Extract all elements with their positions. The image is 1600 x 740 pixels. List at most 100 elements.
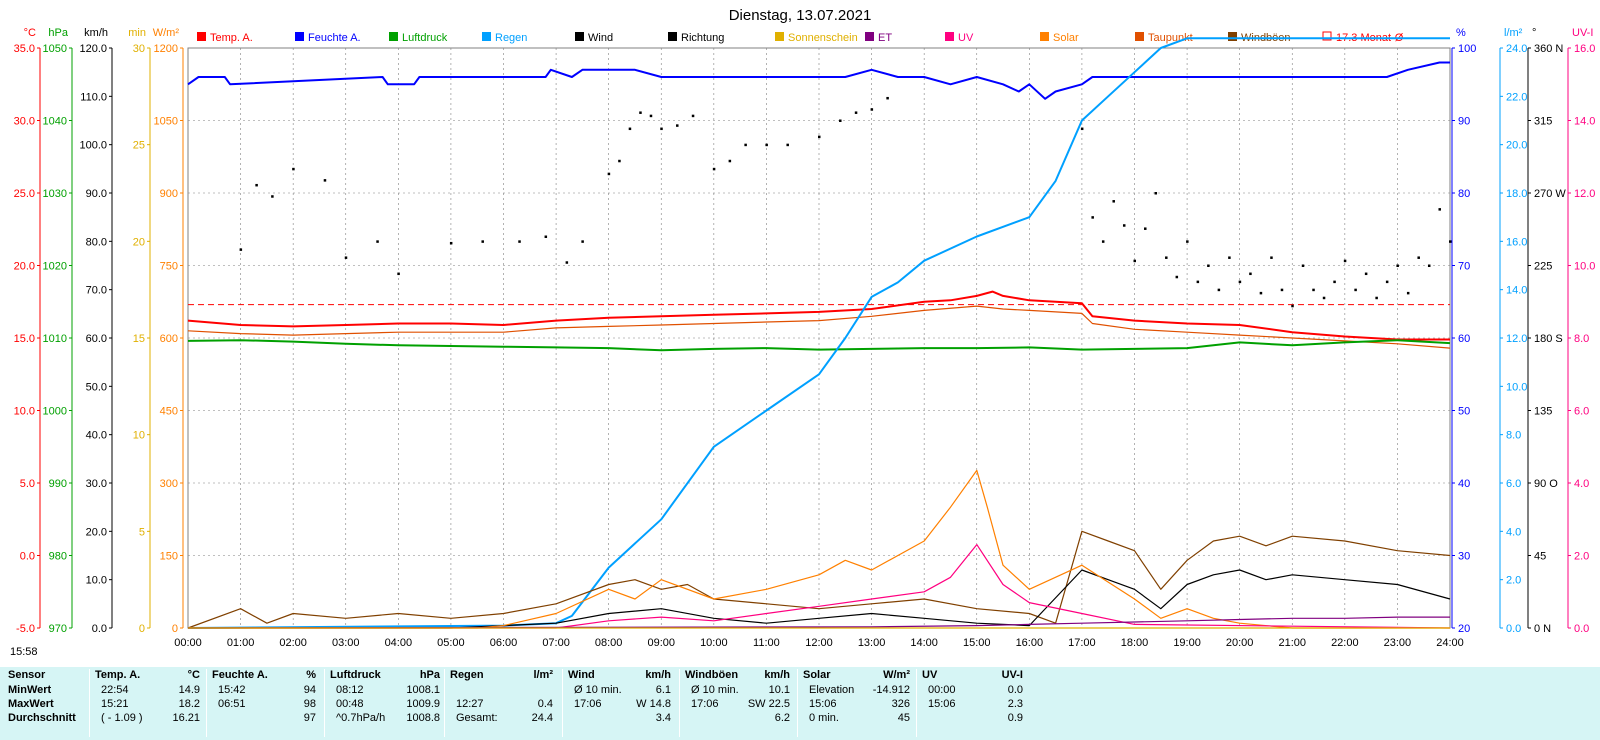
- x-tick-label: 12:00: [805, 637, 833, 649]
- axis-tick-label: 2.0: [1574, 551, 1589, 563]
- wind-direction-point: [1270, 256, 1273, 259]
- wind-direction-point: [1217, 288, 1221, 292]
- x-tick-label: 11:00: [753, 637, 780, 649]
- wind-direction-point: [1196, 280, 1200, 284]
- summary-temp-value: 14.9: [178, 684, 200, 696]
- summary-uv-time: 15:06: [928, 698, 956, 710]
- axis-tick-label: 40.0: [86, 430, 107, 442]
- axis-tick-label: 40: [1458, 478, 1470, 490]
- wind-direction-point: [1438, 208, 1441, 211]
- axis-tick-label: 1050: [154, 116, 178, 128]
- wind-direction-point: [1322, 296, 1326, 300]
- wind-direction-point: [1333, 280, 1336, 284]
- series-line-feuchte-a-: [187, 61, 1450, 100]
- x-tick-label: 09:00: [647, 637, 675, 649]
- wind-direction-point: [886, 96, 889, 100]
- wind-direction-point: [1165, 256, 1168, 259]
- summary-hum-value: 98: [303, 698, 316, 710]
- axis-tick-label: 135: [1534, 406, 1552, 418]
- axes-group: °C 35.0 30.0 25.0 20.0 15.0 10.0 5.0 0.0 -5.0 hPa 1…: [14, 27, 1596, 635]
- summary-hum-time: 06:51: [218, 698, 246, 710]
- wind-direction-point: [271, 195, 274, 198]
- summary-gust-value: 10.1: [768, 684, 790, 696]
- summary-unit-rain: l/m²: [533, 669, 553, 681]
- series-group: [187, 37, 1452, 629]
- legend-swatch: [482, 32, 491, 41]
- axis-tick-label: -5.0: [16, 623, 35, 635]
- series-line-solar: [188, 469, 1450, 629]
- timestamp: 15:58: [10, 646, 38, 658]
- wind-direction-point: [1207, 264, 1210, 267]
- axis-tick-label: 22.0: [1506, 91, 1527, 103]
- wind-direction-point: [728, 159, 732, 163]
- axis-unit-label: min: [128, 27, 146, 39]
- axis-tick-label: 70.0: [86, 285, 107, 297]
- axis-tick-label: 1030: [43, 188, 67, 200]
- axis-tick-label: 20.0: [86, 526, 107, 538]
- series-line-uv: [188, 543, 1451, 629]
- wind-direction-point: [449, 241, 453, 245]
- axis-tick-label: 70: [1458, 261, 1470, 273]
- wind-direction-point: [607, 172, 611, 176]
- x-tick-label: 07:00: [542, 637, 570, 649]
- axis-tick-label: 110.0: [80, 91, 107, 103]
- axis-tick-label: 100: [1458, 43, 1476, 55]
- wind-direction-point: [870, 108, 874, 111]
- wind-direction-point: [1417, 256, 1420, 259]
- wind-direction-point: [1186, 240, 1189, 243]
- summary-row-label: MinWert: [8, 684, 52, 696]
- axis-tick-label: 360 N: [1534, 43, 1563, 55]
- wind-direction-point: [565, 261, 569, 264]
- summary-separator: [562, 669, 563, 737]
- axis-tick-label: 35.0: [14, 43, 35, 55]
- axis-tick-label: 90: [1458, 116, 1470, 128]
- summary-press-time: 00:48: [336, 698, 364, 710]
- axis-tick-label: 1010: [43, 333, 67, 345]
- summary-solar-time: Elevation: [809, 684, 855, 696]
- x-tick-label: 16:00: [1016, 637, 1044, 649]
- wind-direction-point: [1385, 280, 1389, 284]
- x-tick-label: 08:00: [595, 637, 623, 649]
- wind-direction-point: [1228, 256, 1231, 259]
- axis-unit-label: hPa: [48, 27, 68, 39]
- summary-solar-value: 326: [891, 698, 910, 710]
- summary-separator: [206, 669, 207, 737]
- summary-wind-value: W 14.8: [636, 698, 671, 710]
- axis-tick-label: 60: [1458, 333, 1470, 345]
- wind-direction-point: [1112, 200, 1115, 203]
- wind-direction-point: [1259, 291, 1263, 295]
- wind-direction-point: [518, 240, 521, 243]
- summary-row-label: MaxWert: [8, 698, 54, 710]
- summary-unit-temp: °C: [187, 669, 200, 681]
- axis-tick-label: 18.0: [1506, 188, 1527, 200]
- x-axis-ticks: 00:00 01:00 02:00 03:00 04:00 05:00 06:00 07:00…: [174, 637, 1464, 649]
- legend-label: Richtung: [681, 32, 724, 44]
- series-line-et: [187, 616, 1450, 629]
- legend-label: Solar: [1053, 32, 1079, 44]
- axis-tick-label: 60.0: [86, 333, 107, 345]
- legend-label: Temp. A.: [210, 32, 253, 44]
- wind-direction-point: [691, 114, 695, 118]
- legend-swatch: [775, 32, 784, 41]
- x-tick-label: 15:00: [963, 637, 991, 649]
- axis-tick-label: 1040: [43, 116, 67, 128]
- wind-direction-point: [1101, 240, 1105, 243]
- axis-tick-label: 225: [1534, 261, 1552, 273]
- axis-tick-label: 0: [139, 623, 145, 635]
- axis-tick-label: 8.0: [1574, 333, 1589, 345]
- summary-press-time: ^0.7hPa/h: [336, 712, 386, 724]
- axis-tick-label: 0 N: [1534, 623, 1551, 635]
- wind-direction-point: [765, 143, 768, 147]
- wind-direction-point: [1312, 288, 1315, 292]
- summary-unit-gust: km/h: [764, 669, 790, 681]
- summary-header-press: Luftdruck: [330, 669, 381, 681]
- wind-direction-point: [1280, 288, 1284, 292]
- summary-press-time: 08:12: [336, 684, 364, 696]
- axis-tick-label: 25: [133, 140, 145, 152]
- summary-separator: [89, 669, 90, 737]
- x-tick-label: 00:00: [174, 637, 202, 649]
- axis-tick-label: 0.0: [92, 623, 107, 635]
- summary-temp-time: ( - 1.09 ): [101, 712, 143, 724]
- axis-tick-label: 10.0: [86, 575, 107, 587]
- summary-uv-value: 0.9: [1007, 712, 1023, 724]
